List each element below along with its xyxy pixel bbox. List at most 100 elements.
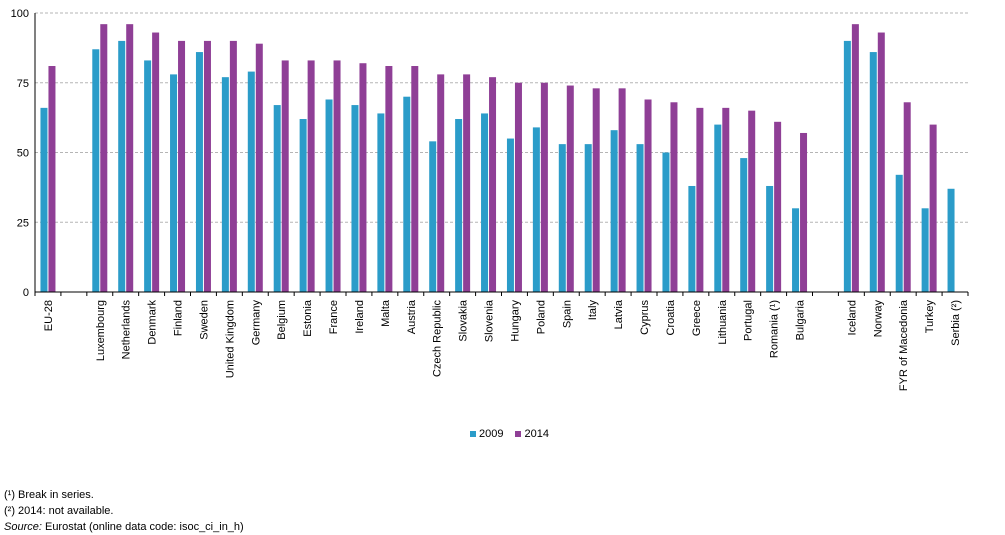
legend-label-2014: 2014 [524, 428, 549, 440]
x-category-label: Portugal [743, 300, 755, 341]
bar-2014 [722, 107, 730, 292]
x-category-label: Finland [173, 300, 185, 336]
legend-swatch-2014 [515, 431, 522, 437]
bar-2009 [947, 188, 955, 292]
y-tick-label: 25 [17, 217, 29, 229]
x-category-label: Norway [872, 300, 884, 338]
x-category-label: Greece [691, 300, 703, 336]
bar-2009 [429, 141, 437, 292]
x-category-label: Netherlands [121, 300, 133, 360]
bar-2014 [800, 132, 808, 292]
bar-2014 [670, 102, 678, 292]
bars [40, 24, 955, 293]
bar-2014 [877, 32, 885, 292]
bar-2014 [489, 77, 497, 292]
y-tick-label: 0 [23, 287, 29, 299]
bar-2014 [255, 43, 263, 292]
source-text: Eurostat (online data code: isoc_ci_in_h… [41, 521, 244, 533]
x-category-label: Germany [250, 300, 262, 346]
bar-2014 [566, 85, 574, 292]
bar-2009 [688, 185, 696, 292]
bar-2009 [869, 52, 877, 293]
x-category-label: FYR of Macedonia [898, 299, 910, 391]
bar-2014 [903, 102, 911, 292]
bar-2014 [774, 121, 782, 292]
bar-2014 [281, 60, 289, 293]
x-category-label: Ireland [354, 300, 366, 334]
x-category-label: Slovenia [484, 299, 496, 342]
bar-2014 [463, 74, 471, 292]
x-category-label: Belgium [276, 300, 288, 340]
bar-2009 [170, 74, 178, 292]
bar-2009 [455, 119, 463, 293]
bar-2009 [792, 208, 800, 292]
bar-2009 [506, 138, 514, 292]
bar-2009 [195, 52, 203, 293]
footnote-not-available: (²) 2014: not available. [4, 505, 114, 517]
bar-2009 [636, 144, 644, 292]
x-category-label: Austria [406, 299, 418, 334]
x-category-label: Estonia [302, 299, 314, 337]
x-category-label: Italy [587, 300, 599, 321]
footnotes: (¹) Break in series. (²) 2014: not avail… [4, 487, 244, 535]
bar-2009 [843, 40, 851, 293]
bar-2009 [740, 158, 748, 292]
bar-2009 [610, 130, 618, 292]
source-label: Source: [4, 521, 42, 533]
bar-2014 [514, 82, 522, 292]
bar-2009 [714, 124, 722, 292]
x-category-label: Romania (¹) [769, 300, 781, 358]
bar-2014 [592, 88, 600, 292]
bar-2009 [221, 77, 229, 292]
x-category-label: Hungary [509, 300, 521, 342]
bar-2009 [118, 40, 126, 293]
bar-2009 [662, 152, 670, 292]
bar-2014 [540, 82, 548, 292]
x-category-label: Slovakia [458, 299, 470, 341]
x-category-label: Malta [380, 299, 392, 327]
bar-2014 [644, 99, 652, 293]
x-category-label: Poland [535, 300, 547, 334]
legend-item-2014: 2014 [515, 428, 549, 440]
x-category-label: France [328, 300, 340, 334]
y-tick-label: 50 [17, 148, 29, 160]
footnote-break-in-series: (¹) Break in series. [4, 489, 94, 501]
bar-2009 [584, 144, 592, 292]
legend-item-2009: 2009 [470, 428, 503, 440]
bar-2014 [152, 32, 160, 292]
bar-2009 [481, 113, 489, 292]
x-category-label: Bulgaria [795, 299, 807, 340]
x-axis: EU-28 Luxembourg Netherlands Denmark Finland… [34, 291, 969, 391]
x-category-label: Croatia [665, 299, 677, 335]
x-category-label: Cyprus [639, 300, 651, 335]
x-category-label: United Kingdom [224, 300, 236, 378]
x-category-label: Iceland [846, 300, 858, 335]
y-tick-label: 75 [17, 78, 29, 90]
y-tick-label: 100 [11, 8, 29, 20]
x-category-label: Luxembourg [95, 300, 107, 361]
bar-2009 [921, 208, 929, 292]
legend-swatch-2009 [470, 431, 476, 437]
bar-2014 [307, 60, 315, 293]
bar-chart: 0 25 50 75 100 EU-28 Luxembourg Netherlands Den… [11, 8, 969, 391]
x-category-label: Denmark [147, 300, 159, 345]
legend: 2009 2014 [470, 428, 549, 440]
x-category-label: Turkey [924, 300, 936, 334]
bar-2009 [144, 60, 152, 293]
bar-2014 [385, 66, 393, 292]
x-category-label: Latvia [613, 299, 625, 329]
bar-2009 [895, 174, 903, 292]
bar-2009 [532, 127, 540, 292]
bar-2014 [126, 24, 134, 292]
x-category-label: Lithuania [717, 299, 729, 345]
bar-2014 [359, 63, 367, 292]
bar-2014 [178, 40, 186, 293]
bar-2009 [299, 119, 307, 293]
bar-2014 [437, 74, 445, 292]
y-axis: 0 25 50 75 100 [11, 8, 36, 299]
bar-2014 [929, 124, 937, 292]
x-category-label: EU-28 [43, 300, 55, 331]
bar-2009 [247, 71, 255, 292]
source-line: Source: Eurostat (online data code: isoc… [4, 519, 244, 535]
bar-2014 [696, 107, 704, 292]
